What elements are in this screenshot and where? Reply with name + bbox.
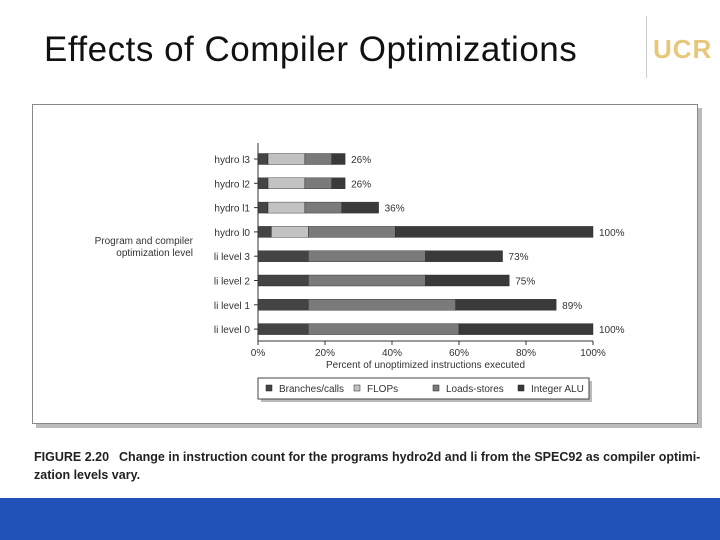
legend-label: Branches/calls [279,384,344,395]
bottom-bar [0,498,720,540]
bar-segment [267,177,306,190]
stacked-bar-chart: hydro l3 26% hydro l2 26% hydro l1 36% hydro l… [95,143,625,402]
x-tick-label: 60% [449,348,469,359]
bar-segment [271,226,309,238]
x-tick-label: 0% [251,348,266,359]
bar-segment [455,299,557,311]
figure-caption: FIGURE 2.20 Change in instruction count f… [34,448,714,484]
bar-segment [257,250,309,262]
caption-figure-number: FIGURE 2.20 [34,450,110,464]
category-label: hydro l0 [214,228,250,239]
category-label: li level 0 [214,325,251,336]
legend-label: Loads-stores [446,384,504,395]
bar-segment [425,250,503,262]
bar-segment [257,153,269,165]
category-label: li level 2 [214,277,251,288]
bar-segment [257,177,269,190]
y-axis-title-line2: optimization level [116,248,193,259]
y-axis-title-line1: Program and compiler [95,236,194,247]
bar-segment [257,226,272,238]
bar-segment [304,153,332,165]
x-tick-label: 40% [382,348,402,359]
total-label: 75% [515,277,535,288]
bar-segment [257,323,309,335]
bar-segment [308,299,456,311]
category-label: hydro l2 [214,179,250,190]
legend-swatch [517,384,525,392]
total-label: 26% [351,155,371,166]
bar-segment [331,153,346,165]
bar-segment [331,177,346,190]
legend-label: FLOPs [367,384,398,395]
bar-segment [458,323,594,335]
x-tick-label: 100% [580,348,606,359]
total-label: 73% [509,252,529,263]
ucr-logo: UCR [646,16,713,78]
x-tick-label: 20% [315,348,335,359]
caption-text: Change in instruction count for the prog… [34,450,701,482]
figure-frame: hydro l3 26% hydro l2 26% hydro l1 36% hydro l… [32,104,698,424]
bar-segment [395,226,594,238]
bar-segment [425,274,510,287]
bar-segment [308,226,396,238]
total-label: 100% [599,325,625,336]
legend-swatch [265,384,273,392]
total-label: 89% [562,301,582,312]
bar-segment [341,201,379,214]
legend-box [257,377,590,400]
total-label: 100% [599,228,625,239]
bar-segment [267,153,306,165]
bar-segment [308,323,460,335]
category-label: hydro l3 [214,155,250,166]
total-label: 36% [385,204,405,215]
x-axis-title: Percent of unoptimized instructions exec… [326,360,525,371]
x-tick-label: 80% [516,348,536,359]
bar-segment [308,274,426,287]
legend-swatch [353,384,361,392]
total-label: 26% [351,179,371,190]
bar-segment [304,201,342,214]
legend-label: Integer ALU [531,384,584,395]
slide-title: Effects of Compiler Optimizations [44,30,578,69]
category-label: hydro l1 [214,204,250,215]
bar-segment [267,201,306,214]
legend-swatch [432,384,440,392]
bar-segment [308,250,426,262]
category-label: li level 1 [214,301,251,312]
bar-segment [304,177,332,190]
category-label: li level 3 [214,252,251,263]
logo-text: UCR [653,34,713,64]
bar-segment [257,299,309,311]
bar-segment [257,201,269,214]
bar-segment [257,274,309,287]
